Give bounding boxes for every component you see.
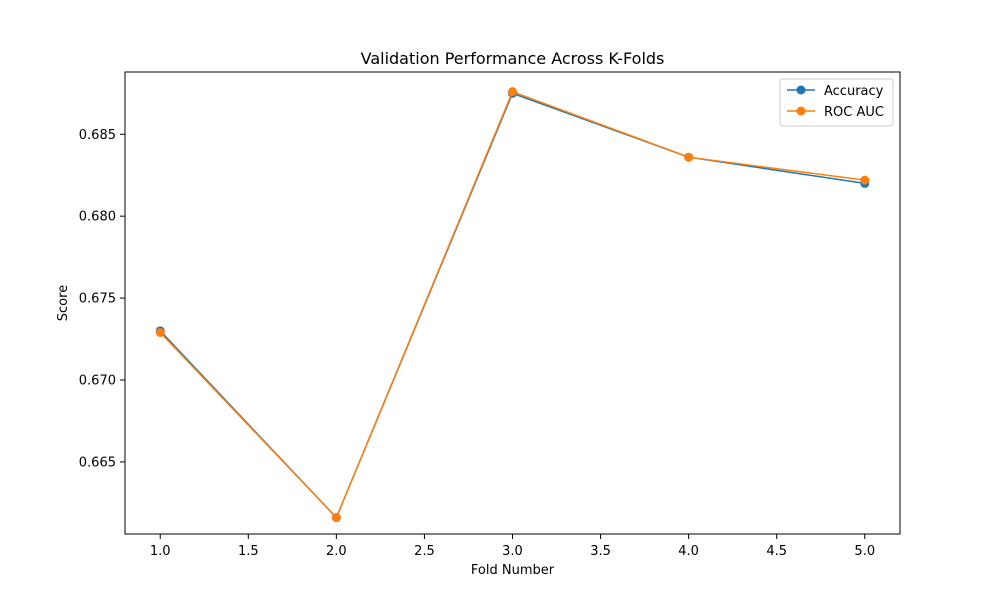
- axes-background: [125, 72, 900, 534]
- plot-area: [125, 72, 900, 534]
- x-axis-label: Fold Number: [471, 563, 555, 578]
- data-point-roc-auc-4: [684, 152, 694, 162]
- legend-roc-auc-label: ROC AUC: [824, 105, 884, 120]
- x-tick-label: 4.0: [678, 544, 699, 559]
- x-tick-label: 3.5: [590, 544, 611, 559]
- legend-accuracy-marker: [796, 85, 806, 95]
- axes-frame: [124, 71, 901, 535]
- series-layer: [155, 87, 870, 523]
- y-tick-label: 0.670: [79, 374, 116, 389]
- data-point-roc-auc-5: [860, 175, 870, 185]
- y-tick-label: 0.675: [79, 292, 116, 307]
- y-tick-label: 0.685: [79, 128, 116, 143]
- x-axis-ticks: 1.0 1.5 2.0 2.5 3.0 3.5 4.0 4.5 5.0: [150, 534, 875, 559]
- legend: Accuracy ROC AUC: [779, 78, 894, 127]
- x-tick-label: 2.5: [414, 544, 435, 559]
- chart-title: Validation Performance Across K-Folds: [361, 49, 665, 68]
- y-axis-ticks: 0.665 0.670 0.675 0.680 0.685: [79, 128, 125, 470]
- x-tick-label: 3.0: [502, 544, 523, 559]
- data-point-roc-auc-3: [508, 87, 517, 97]
- x-tick-label: 1.0: [150, 544, 171, 559]
- y-tick-label: 0.680: [79, 210, 116, 225]
- data-point-roc-auc-2: [331, 513, 341, 523]
- x-tick-label: 5.0: [854, 544, 875, 559]
- x-tick-label: 2.0: [326, 544, 347, 559]
- x-tick-label: 1.5: [238, 544, 259, 559]
- y-axis-label: Score: [56, 285, 71, 321]
- legend-accuracy-label: Accuracy: [824, 84, 884, 99]
- data-point-roc-auc-1: [155, 327, 165, 337]
- y-tick-label: 0.665: [79, 455, 116, 470]
- legend-roc-auc-marker: [796, 106, 806, 116]
- x-tick-label: 4.5: [766, 544, 787, 559]
